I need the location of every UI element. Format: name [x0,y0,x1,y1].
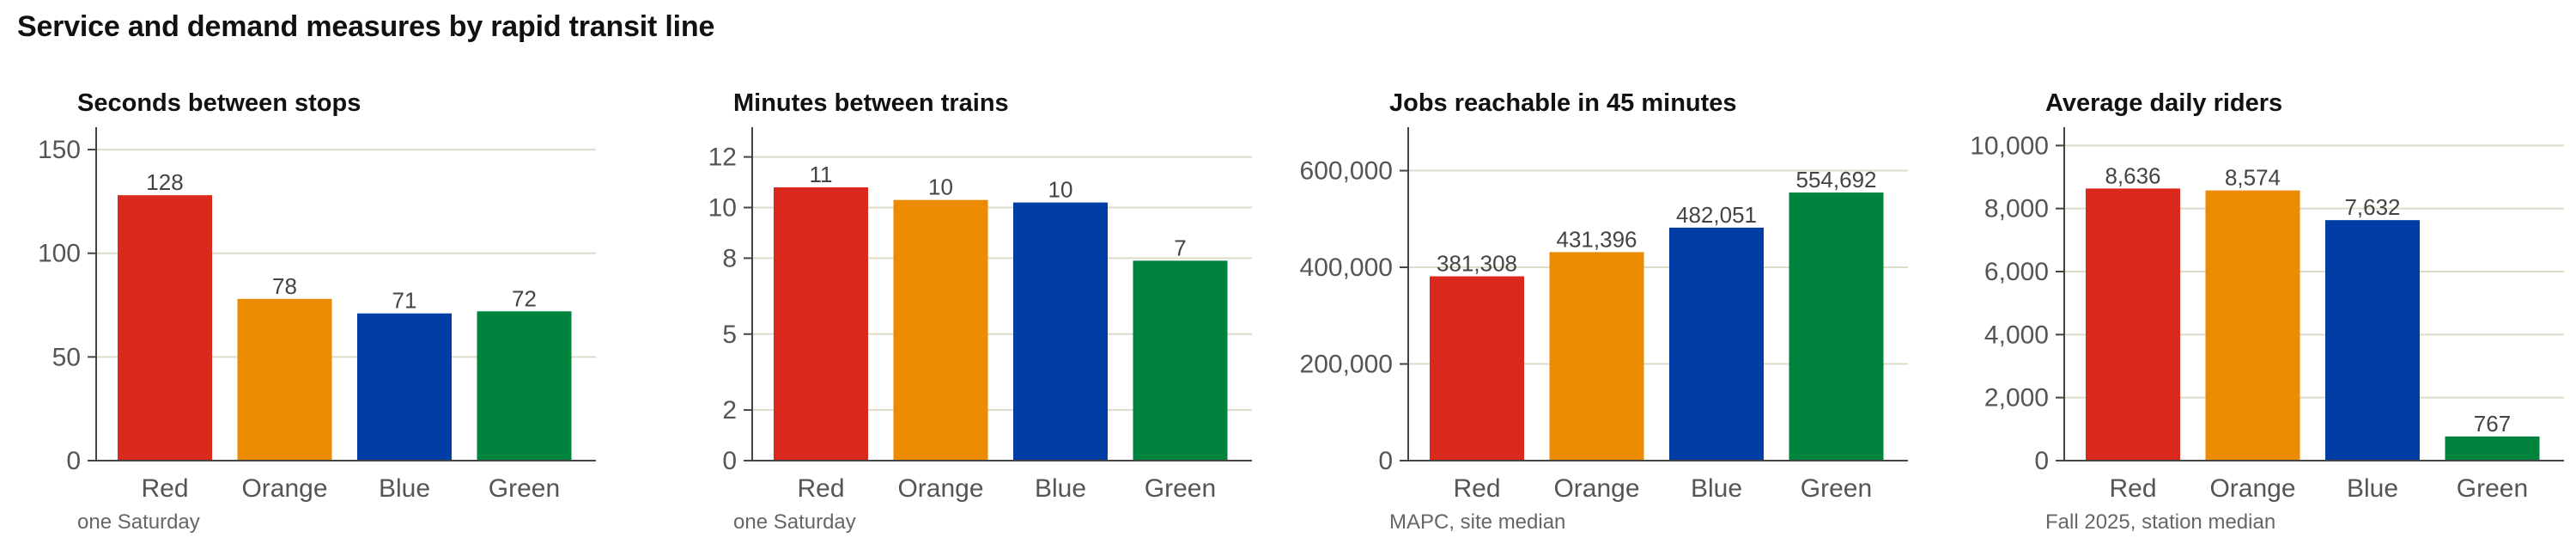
x-tick-label: Green [489,474,560,503]
y-tick-label: 2,000 [1984,384,2049,412]
x-tick-label: Green [2457,474,2528,503]
chart-title: Seconds between stops [77,89,361,117]
data-label: 482,051 [1676,202,1757,228]
data-label: 71 [392,288,417,314]
x-tick-label: Orange [2209,474,2295,503]
bar-green [1789,192,1884,461]
data-label: 8,574 [2225,165,2281,191]
chart-panel-seconds-between-stops: Seconds between stops 0 50 100 150 128 Red 78 O… [0,82,601,547]
y-tick-label: 2 [722,396,737,425]
x-tick-label: Red [141,474,188,503]
bar-green [477,311,572,461]
x-tick-label: Blue [1691,474,1742,503]
x-tick-label: Orange [1553,474,1639,503]
y-tick-label: 10 [708,194,737,223]
chart-source-note: Fall 2025, station median [2045,510,2276,534]
data-label: 72 [512,285,537,311]
data-label: 11 [810,162,833,187]
bar-chart-average-daily-riders: 0 2,000 4,000 6,000 8,000 10,000 8,636 Red 8,574… [1970,127,2564,503]
bar-red [2086,188,2180,461]
data-label: 10 [928,174,953,200]
y-tick-label: 10,000 [1970,131,2049,160]
bar-chart-jobs-reachable: 0 200,000 400,000 600,000 381,308 Red 431,396 O… [1300,127,1908,503]
y-tick-label: 8,000 [1984,195,2049,223]
bar-orange [1549,252,1644,461]
x-tick-label: Orange [241,474,327,503]
y-tick-label: 8 [722,244,737,272]
chart-source-note: MAPC, site median [1389,510,1566,534]
x-tick-label: Red [797,474,844,503]
bar-green [1133,260,1228,461]
y-tick-label: 12 [708,144,737,172]
y-tick-label: 600,000 [1300,157,1393,186]
data-label: 554,692 [1796,167,1877,192]
chart-source-note: one Saturday [77,510,200,534]
x-tick-label: Blue [2347,474,2398,503]
y-tick-label: 6,000 [1984,258,2049,286]
bar-red [774,186,868,461]
bar-blue [2325,220,2420,461]
y-tick-label: 200,000 [1300,351,1393,379]
bar-green [2445,436,2540,461]
bar-orange [893,199,988,461]
x-tick-label: Green [1145,474,1216,503]
bar-blue [357,313,452,461]
data-label: 767 [2474,411,2511,437]
bar-orange [2205,190,2300,461]
data-label: 7,632 [2344,194,2400,220]
data-label: 128 [146,169,183,195]
x-tick-label: Green [1801,474,1872,503]
y-tick-label: 4,000 [1984,321,2049,349]
y-tick-label: 5 [722,321,737,349]
y-tick-label: 0 [2034,447,2049,475]
bar-blue [1669,227,1764,461]
data-label: 10 [1048,177,1073,203]
data-label: 431,396 [1557,226,1637,252]
chart-panel-minutes-between-trains: Minutes between trains 0 2 5 8 10 12 11 Red 10 Or… [656,82,1257,547]
data-label: 8,636 [2105,162,2160,188]
x-tick-label: Blue [1035,474,1086,503]
bar-chart-minutes-between-trains: 0 2 5 8 10 12 11 Red 10 Orange 10 Blue 7 Green [708,127,1252,503]
page-title: Service and demand measures by rapid tra… [17,10,715,43]
bar-red [1430,276,1524,461]
chart-title: Jobs reachable in 45 minutes [1389,89,1737,117]
y-tick-label: 100 [38,240,81,268]
x-tick-label: Orange [897,474,983,503]
chart-title: Average daily riders [2045,89,2283,117]
x-tick-label: Red [2109,474,2156,503]
y-tick-label: 0 [1378,447,1393,475]
data-label: 78 [272,273,297,299]
y-tick-label: 400,000 [1300,254,1393,282]
y-tick-label: 0 [722,447,737,475]
bar-blue [1013,202,1108,461]
bar-orange [237,298,332,461]
data-label: 7 [1174,235,1186,260]
chart-panel-average-daily-riders: Average daily riders 0 2,000 4,000 6,000 8,0… [1968,82,2569,547]
y-tick-label: 0 [66,447,81,475]
chart-source-note: one Saturday [733,510,856,534]
x-tick-label: Blue [379,474,430,503]
chart-title: Minutes between trains [733,89,1009,117]
x-tick-label: Red [1453,474,1500,503]
y-tick-label: 50 [52,343,81,371]
data-label: 381,308 [1437,251,1517,277]
chart-panel-jobs-reachable: Jobs reachable in 45 minutes 0 200,000 400… [1300,82,1913,547]
bar-chart-seconds-between-stops: 0 50 100 150 128 Red 78 Orange 71 Blue 72 Green [38,127,596,503]
bar-red [118,195,212,461]
y-tick-label: 150 [38,136,81,164]
